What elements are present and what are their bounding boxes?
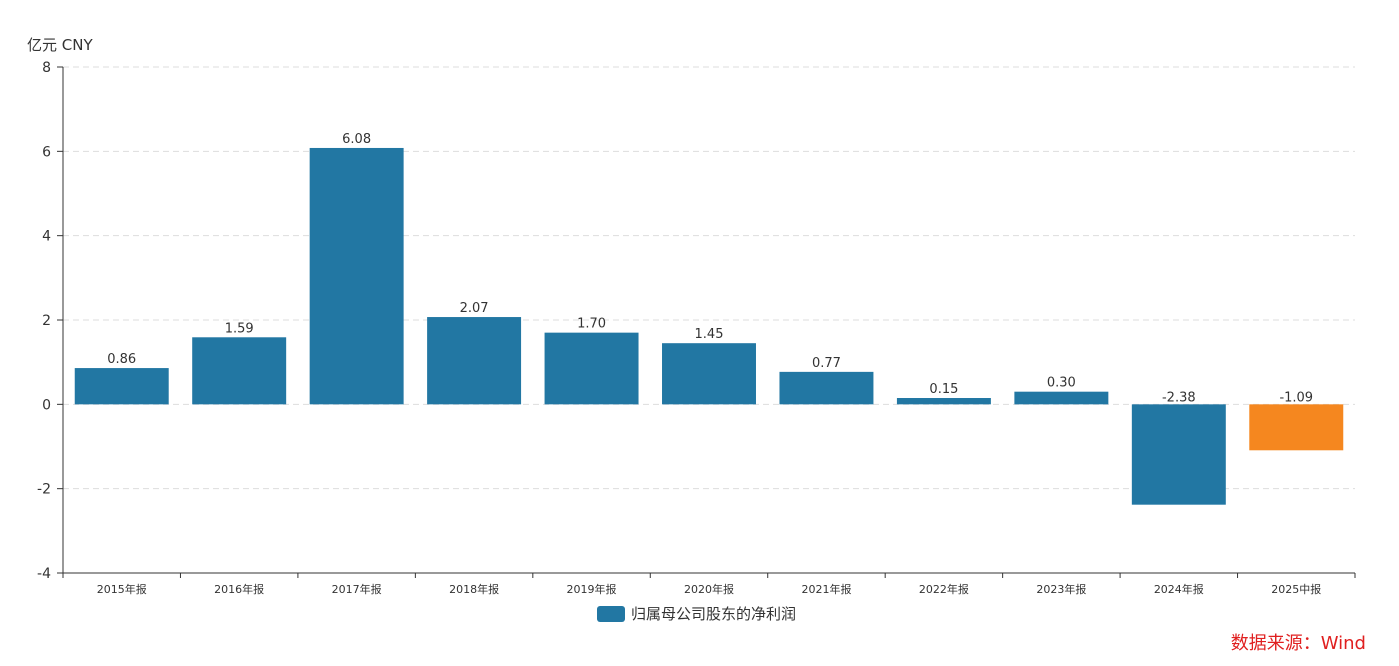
bar-2022年报 <box>896 398 991 405</box>
axes: -4 -2 0 2 4 6 8 2015年报 2016年报 2017年报 2018年报 2019年报 2… <box>37 60 1356 596</box>
y-tick-label: 8 <box>42 60 51 76</box>
bar-2019年报 <box>544 332 639 405</box>
y-tick-label: 0 <box>42 397 51 413</box>
bar-2021年报 <box>779 371 874 405</box>
x-tick-label: 2018年报 <box>449 582 499 596</box>
y-axis-unit-label: 亿元 CNY <box>27 36 93 54</box>
data-label: 0.30 <box>1047 376 1076 391</box>
data-labels: 0.86 1.59 6.08 2.07 1.70 1.45 0.77 0.15 0.30 -2.3… <box>107 132 1313 405</box>
legend[interactable]: 归属母公司股东的净利润 <box>597 603 796 624</box>
legend-swatch <box>597 605 625 622</box>
bar-2023年报 <box>1014 391 1109 405</box>
y-tick-label: 4 <box>42 229 51 245</box>
data-label: -1.09 <box>1279 390 1313 405</box>
bar-2016年报 <box>192 337 287 405</box>
source-note: 数据来源：Wind <box>1230 633 1366 654</box>
x-tick-label: 2025中报 <box>1271 582 1321 596</box>
bar-2025中报 <box>1249 404 1344 451</box>
x-tick-label: 2024年报 <box>1154 582 1204 596</box>
data-label: 0.77 <box>812 356 841 371</box>
x-tick-label: 2020年报 <box>684 582 734 596</box>
x-tick-label: 2022年报 <box>919 582 969 596</box>
bar-2018年报 <box>427 317 522 405</box>
bar-2015年报 <box>74 368 169 405</box>
y-tick-label: 2 <box>42 313 51 329</box>
y-tick-label: 6 <box>42 144 51 160</box>
data-label: 1.45 <box>695 327 724 342</box>
data-label: 0.86 <box>107 352 136 367</box>
data-label: 0.15 <box>929 382 958 397</box>
x-tick-label: 2015年报 <box>97 582 147 596</box>
bar-2017年报 <box>309 147 404 405</box>
bars <box>74 147 1344 505</box>
x-tick-label: 2019年报 <box>567 582 617 596</box>
x-tick-label: 2016年报 <box>214 582 264 596</box>
data-label: 2.07 <box>460 301 489 316</box>
x-tick-label: 2017年报 <box>332 582 382 596</box>
data-label: -2.38 <box>1162 390 1196 405</box>
bar-2020年报 <box>662 343 756 405</box>
legend-label: 归属母公司股东的净利润 <box>631 605 797 623</box>
data-label: 1.70 <box>577 317 606 332</box>
y-tick-label: -4 <box>37 566 51 582</box>
data-label: 6.08 <box>342 132 371 147</box>
bar-2024年报 <box>1131 404 1226 505</box>
data-label: 1.59 <box>225 321 254 336</box>
x-tick-label: 2021年报 <box>801 582 851 596</box>
y-tick-label: -2 <box>37 482 51 498</box>
x-tick-label: 2023年报 <box>1036 582 1086 596</box>
